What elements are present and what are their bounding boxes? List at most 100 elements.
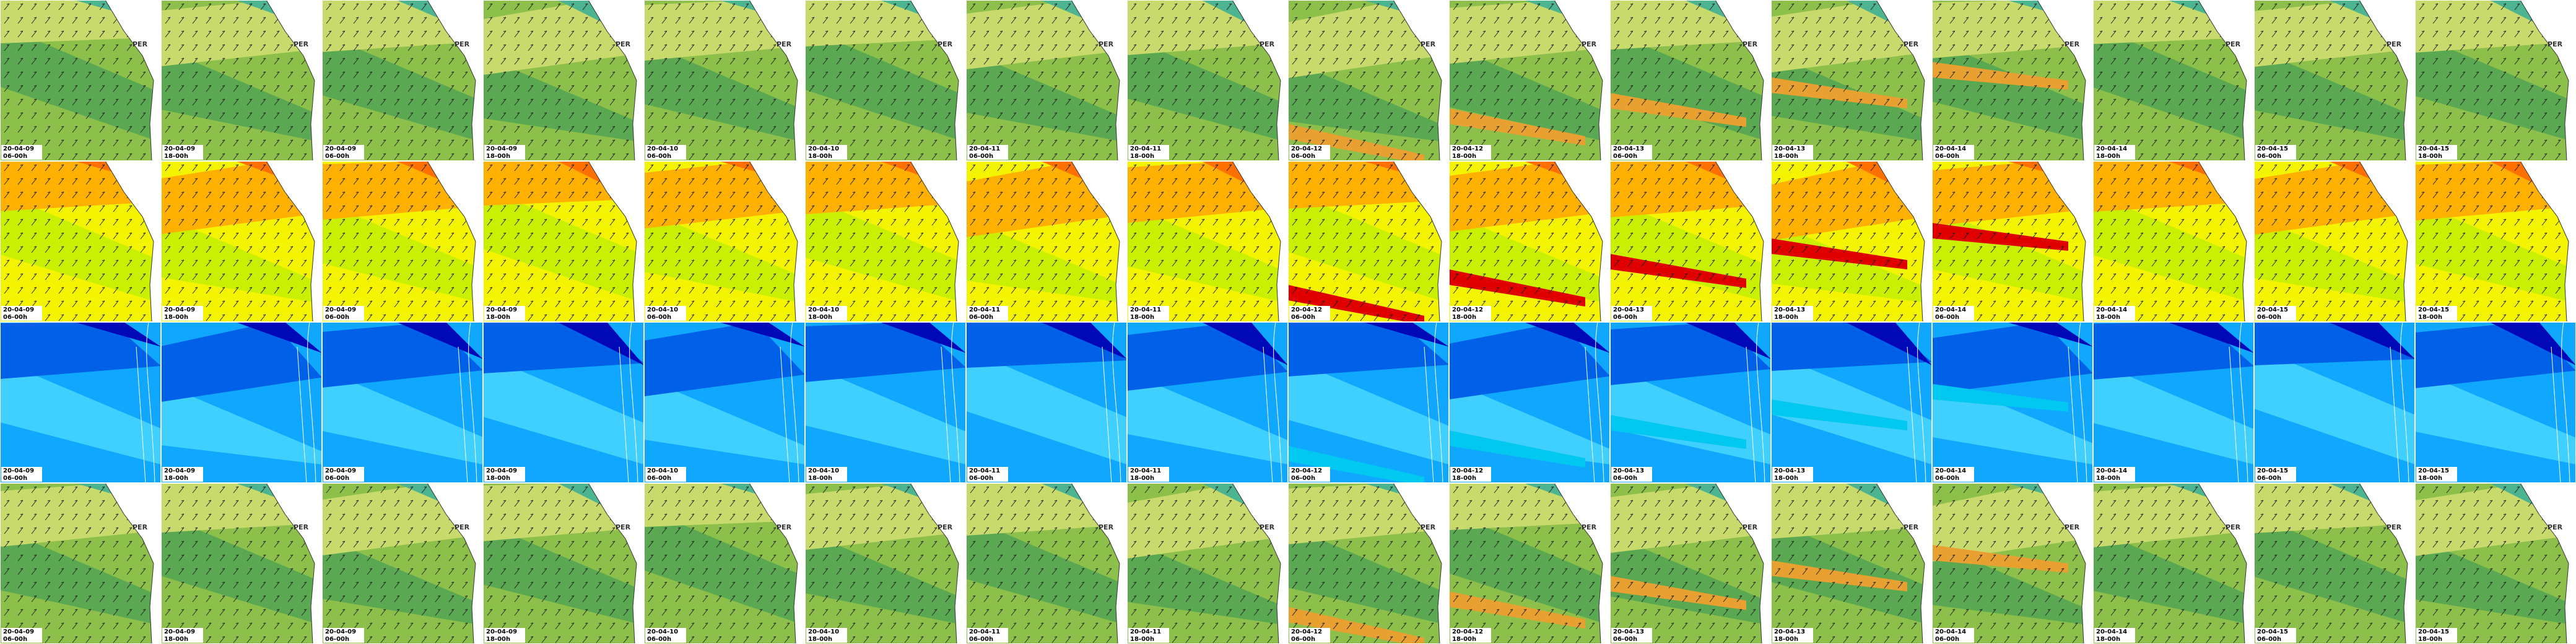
date-label: 20-04-12 <box>1291 307 1322 313</box>
date-label: 20-04-12 <box>1452 146 1483 152</box>
date-label: 20-04-13 <box>1613 146 1644 152</box>
map-body <box>644 322 805 483</box>
map-body <box>1288 0 1449 161</box>
coastline <box>2198 0 2247 161</box>
coastline <box>105 0 154 161</box>
band <box>2093 361 2254 464</box>
label-box <box>645 306 686 321</box>
coastline <box>910 161 959 322</box>
coast-lines <box>1424 322 1443 483</box>
label-box <box>1 467 42 482</box>
land <box>588 161 644 322</box>
country-label: PER <box>1260 40 1275 48</box>
time-label: 06-00h <box>1613 314 1637 321</box>
map-body <box>161 322 322 483</box>
date-label: 20-04-09 <box>164 468 195 474</box>
land <box>588 483 644 644</box>
land <box>1715 0 1771 161</box>
land <box>2359 161 2415 322</box>
map-body <box>2415 0 2576 161</box>
label-box <box>323 628 364 643</box>
band <box>1647 322 1771 359</box>
date-label: 20-04-09 <box>325 146 356 152</box>
tile-border <box>1610 161 1771 322</box>
land <box>2198 161 2254 322</box>
label-box <box>162 628 203 643</box>
map-body <box>966 0 1127 161</box>
coast-lines <box>2068 322 2087 483</box>
map-body <box>0 0 161 161</box>
date-label: 20-04-14 <box>1935 146 1966 152</box>
tile-border <box>1127 322 1288 483</box>
time-label: 18-00h <box>1452 636 1476 643</box>
country-label: PER <box>294 40 309 48</box>
country-label: PER <box>2548 40 2563 48</box>
band <box>1449 430 1585 468</box>
land <box>749 483 805 644</box>
band <box>2254 347 2415 464</box>
country-label: PER <box>2387 40 2402 48</box>
tile-border <box>161 322 322 483</box>
time-label: 18-00h <box>2418 153 2442 160</box>
coastline <box>1071 0 1120 161</box>
map-body <box>805 161 966 322</box>
band <box>520 322 644 365</box>
coastline <box>427 483 476 644</box>
time-label: 18-00h <box>486 475 510 482</box>
country-label: PER <box>1421 40 1436 48</box>
time-label: 06-00h <box>647 314 671 321</box>
land <box>1393 161 1449 322</box>
date-label: 20-04-09 <box>3 307 34 313</box>
time-label: 18-00h <box>1130 475 1154 482</box>
band <box>1288 446 1424 483</box>
land <box>1715 161 1771 322</box>
date-label: 20-04-09 <box>164 307 195 313</box>
label-box <box>1450 628 1491 643</box>
label-box <box>2255 145 2296 160</box>
time-label: 18-00h <box>808 475 832 482</box>
map-body <box>2093 483 2254 644</box>
band <box>1325 322 1449 347</box>
map-body <box>1288 161 1449 322</box>
map-body <box>2415 161 2576 322</box>
map-body <box>644 161 805 322</box>
date-label: 20-04-11 <box>1130 468 1161 474</box>
map-body <box>322 483 483 644</box>
time-label: 06-00h <box>1291 153 1315 160</box>
label-box <box>645 145 686 160</box>
label-box <box>484 628 525 643</box>
country-label: PER <box>777 523 792 531</box>
country-label: PER <box>2548 523 2563 531</box>
coastline <box>749 483 798 644</box>
coastline <box>1071 483 1120 644</box>
time-label: 06-00h <box>1613 636 1637 643</box>
label-box <box>1 628 42 643</box>
map-body <box>1610 322 1771 483</box>
tile-border <box>966 161 1127 322</box>
label-box <box>2255 467 2296 482</box>
band <box>681 322 805 347</box>
map-body <box>2093 161 2254 322</box>
coastline <box>910 0 959 161</box>
land <box>2359 483 2415 644</box>
country-label: PER <box>1582 523 1597 531</box>
map-body <box>2415 483 2576 644</box>
date-label: 20-04-11 <box>969 146 1000 152</box>
coast-lines <box>1746 322 1765 483</box>
